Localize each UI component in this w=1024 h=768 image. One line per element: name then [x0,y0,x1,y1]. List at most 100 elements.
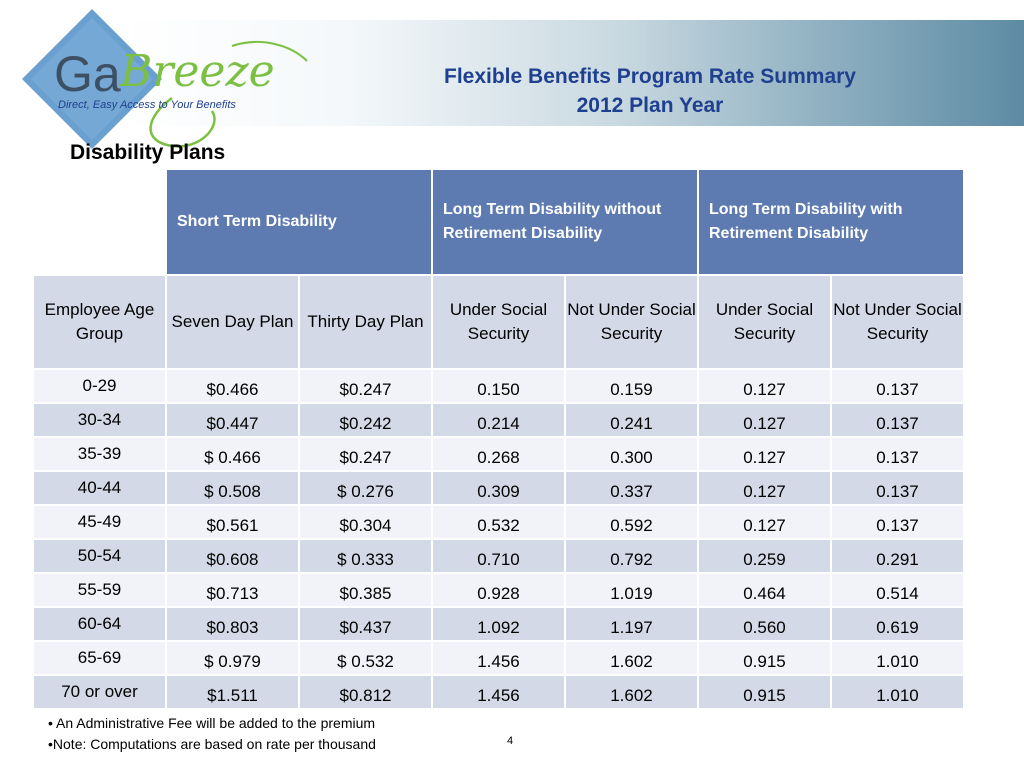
cell-ltd-with-under: 0.127 [697,504,832,540]
group-header-short-term: Short Term Disability [165,168,433,276]
table-row: 30-34 $0.447 $0.242 0.214 0.241 0.127 0.137 [32,402,965,438]
cell-ltd-with-not-under: 0.137 [830,402,965,438]
cell-ltd-without-under: 1.456 [431,640,566,676]
cell-seven-day: $ 0.466 [165,436,300,472]
cell-seven-day: $0.561 [165,504,300,540]
cell-age-group: 55-59 [32,572,167,608]
cell-thirty-day: $ 0.532 [298,640,433,676]
logo-breeze: Breeze [119,46,275,97]
title-line-1: Flexible Benefits Program Rate Summary [444,65,856,88]
cell-ltd-without-not-under: 1.602 [564,674,699,710]
footnote-admin-fee: • An Administrative Fee will be added to… [48,715,376,731]
cell-thirty-day: $ 0.333 [298,538,433,574]
cell-thirty-day: $0.385 [298,572,433,608]
cell-ltd-without-not-under: 0.592 [564,504,699,540]
cell-ltd-with-not-under: 0.137 [830,368,965,404]
subheader-ltd-without-under: Under Social Security [431,274,566,370]
cell-seven-day: $1.511 [165,674,300,710]
subheader-ltd-with-under: Under Social Security [697,274,832,370]
cell-age-group: 35-39 [32,436,167,472]
cell-seven-day: $ 0.979 [165,640,300,676]
group-header-ltd-without-retirement: Long Term Disability without Retirement … [431,168,699,276]
cell-thirty-day: $0.304 [298,504,433,540]
table-row: 50-54 $0.608 $ 0.333 0.710 0.792 0.259 0.291 [32,538,965,574]
blank-header-cell [33,169,166,275]
cell-age-group: 30-34 [32,402,167,438]
subheader-age-group: Employee Age Group [32,274,167,370]
subheader-seven-day: Seven Day Plan [165,274,300,370]
cell-age-group: 60-64 [32,606,167,642]
cell-ltd-without-under: 0.268 [431,436,566,472]
cell-ltd-with-under: 0.127 [697,368,832,404]
cell-thirty-day: $0.247 [298,436,433,472]
cell-ltd-with-under: 0.259 [697,538,832,574]
cell-thirty-day: $0.242 [298,402,433,438]
cell-ltd-without-under: 0.710 [431,538,566,574]
page-title: Flexible Benefits Program Rate Summary 2… [340,62,960,120]
title-line-2: 2012 Plan Year [576,94,724,117]
subheader-row: Employee Age Group Seven Day Plan Thirty… [32,274,965,370]
footnote-computation: •Note: Computations are based on rate pe… [48,736,376,752]
cell-ltd-without-not-under: 1.197 [564,606,699,642]
table-row: 45-49 $0.561 $0.304 0.532 0.592 0.127 0.137 [32,504,965,540]
cell-ltd-with-under: 0.560 [697,606,832,642]
table-row: 70 or over $1.511 $0.812 1.456 1.602 0.915 1.0… [32,674,965,710]
cell-ltd-without-not-under: 0.337 [564,470,699,506]
table-row: 0-29 $0.466 $0.247 0.150 0.159 0.127 0.137 [32,368,965,404]
rate-rows: 0-29 $0.466 $0.247 0.150 0.159 0.127 0.137 30-3… [32,368,965,710]
cell-age-group: 65-69 [32,640,167,676]
table-row: 65-69 $ 0.979 $ 0.532 1.456 1.602 0.915 1.010 [32,640,965,676]
disability-rates-table: Short Term Disability Long Term Disabili… [32,168,965,710]
cell-age-group: 50-54 [32,538,167,574]
cell-seven-day: $ 0.508 [165,470,300,506]
gabreeze-logo: Ga Breeze Direct, Easy Access to Your Be… [22,9,308,149]
cell-ltd-with-under: 0.915 [697,674,832,710]
group-header-ltd-with-retirement: Long Term Disability with Retirement Dis… [697,168,965,276]
cell-ltd-with-not-under: 0.137 [830,504,965,540]
cell-thirty-day: $0.437 [298,606,433,642]
logo-ga: Ga [54,46,121,102]
cell-age-group: 0-29 [32,368,167,404]
cell-ltd-without-not-under: 0.792 [564,538,699,574]
cell-seven-day: $0.713 [165,572,300,608]
section-title: Disability Plans [70,141,226,164]
cell-ltd-without-not-under: 0.300 [564,436,699,472]
subheader-ltd-with-not-under: Not Under Social Security [830,274,965,370]
table-row: 60-64 $0.803 $0.437 1.092 1.197 0.560 0.619 [32,606,965,642]
cell-ltd-without-under: 1.456 [431,674,566,710]
cell-ltd-without-under: 0.150 [431,368,566,404]
cell-ltd-with-not-under: 1.010 [830,674,965,710]
cell-ltd-with-not-under: 0.137 [830,470,965,506]
cell-thirty-day: $0.812 [298,674,433,710]
cell-ltd-without-not-under: 0.159 [564,368,699,404]
table-row: 35-39 $ 0.466 $0.247 0.268 0.300 0.127 0.137 [32,436,965,472]
cell-seven-day: $0.608 [165,538,300,574]
cell-ltd-with-under: 0.915 [697,640,832,676]
cell-ltd-without-not-under: 1.602 [564,640,699,676]
cell-ltd-with-under: 0.127 [697,436,832,472]
cell-ltd-without-under: 0.309 [431,470,566,506]
subheader-ltd-without-not-under: Not Under Social Security [564,274,699,370]
cell-age-group: 70 or over [32,674,167,710]
cell-ltd-with-not-under: 0.137 [830,436,965,472]
table-row: 55-59 $0.713 $0.385 0.928 1.019 0.464 0.514 [32,572,965,608]
cell-ltd-without-under: 1.092 [431,606,566,642]
cell-ltd-without-under: 0.214 [431,402,566,438]
table-row: 40-44 $ 0.508 $ 0.276 0.309 0.337 0.127 0.137 [32,470,965,506]
cell-ltd-with-under: 0.127 [697,402,832,438]
cell-age-group: 40-44 [32,470,167,506]
cell-thirty-day: $0.247 [298,368,433,404]
cell-seven-day: $0.803 [165,606,300,642]
page-number: 4 [507,735,514,747]
cell-ltd-with-not-under: 1.010 [830,640,965,676]
footnotes: • An Administrative Fee will be added to… [48,713,376,755]
group-header-row: Short Term Disability Long Term Disabili… [33,168,965,276]
cell-ltd-without-not-under: 1.019 [564,572,699,608]
cell-seven-day: $0.466 [165,368,300,404]
cell-ltd-without-under: 0.532 [431,504,566,540]
header-band [120,20,1024,126]
cell-ltd-with-under: 0.464 [697,572,832,608]
cell-ltd-with-under: 0.127 [697,470,832,506]
cell-ltd-with-not-under: 0.291 [830,538,965,574]
cell-age-group: 45-49 [32,504,167,540]
